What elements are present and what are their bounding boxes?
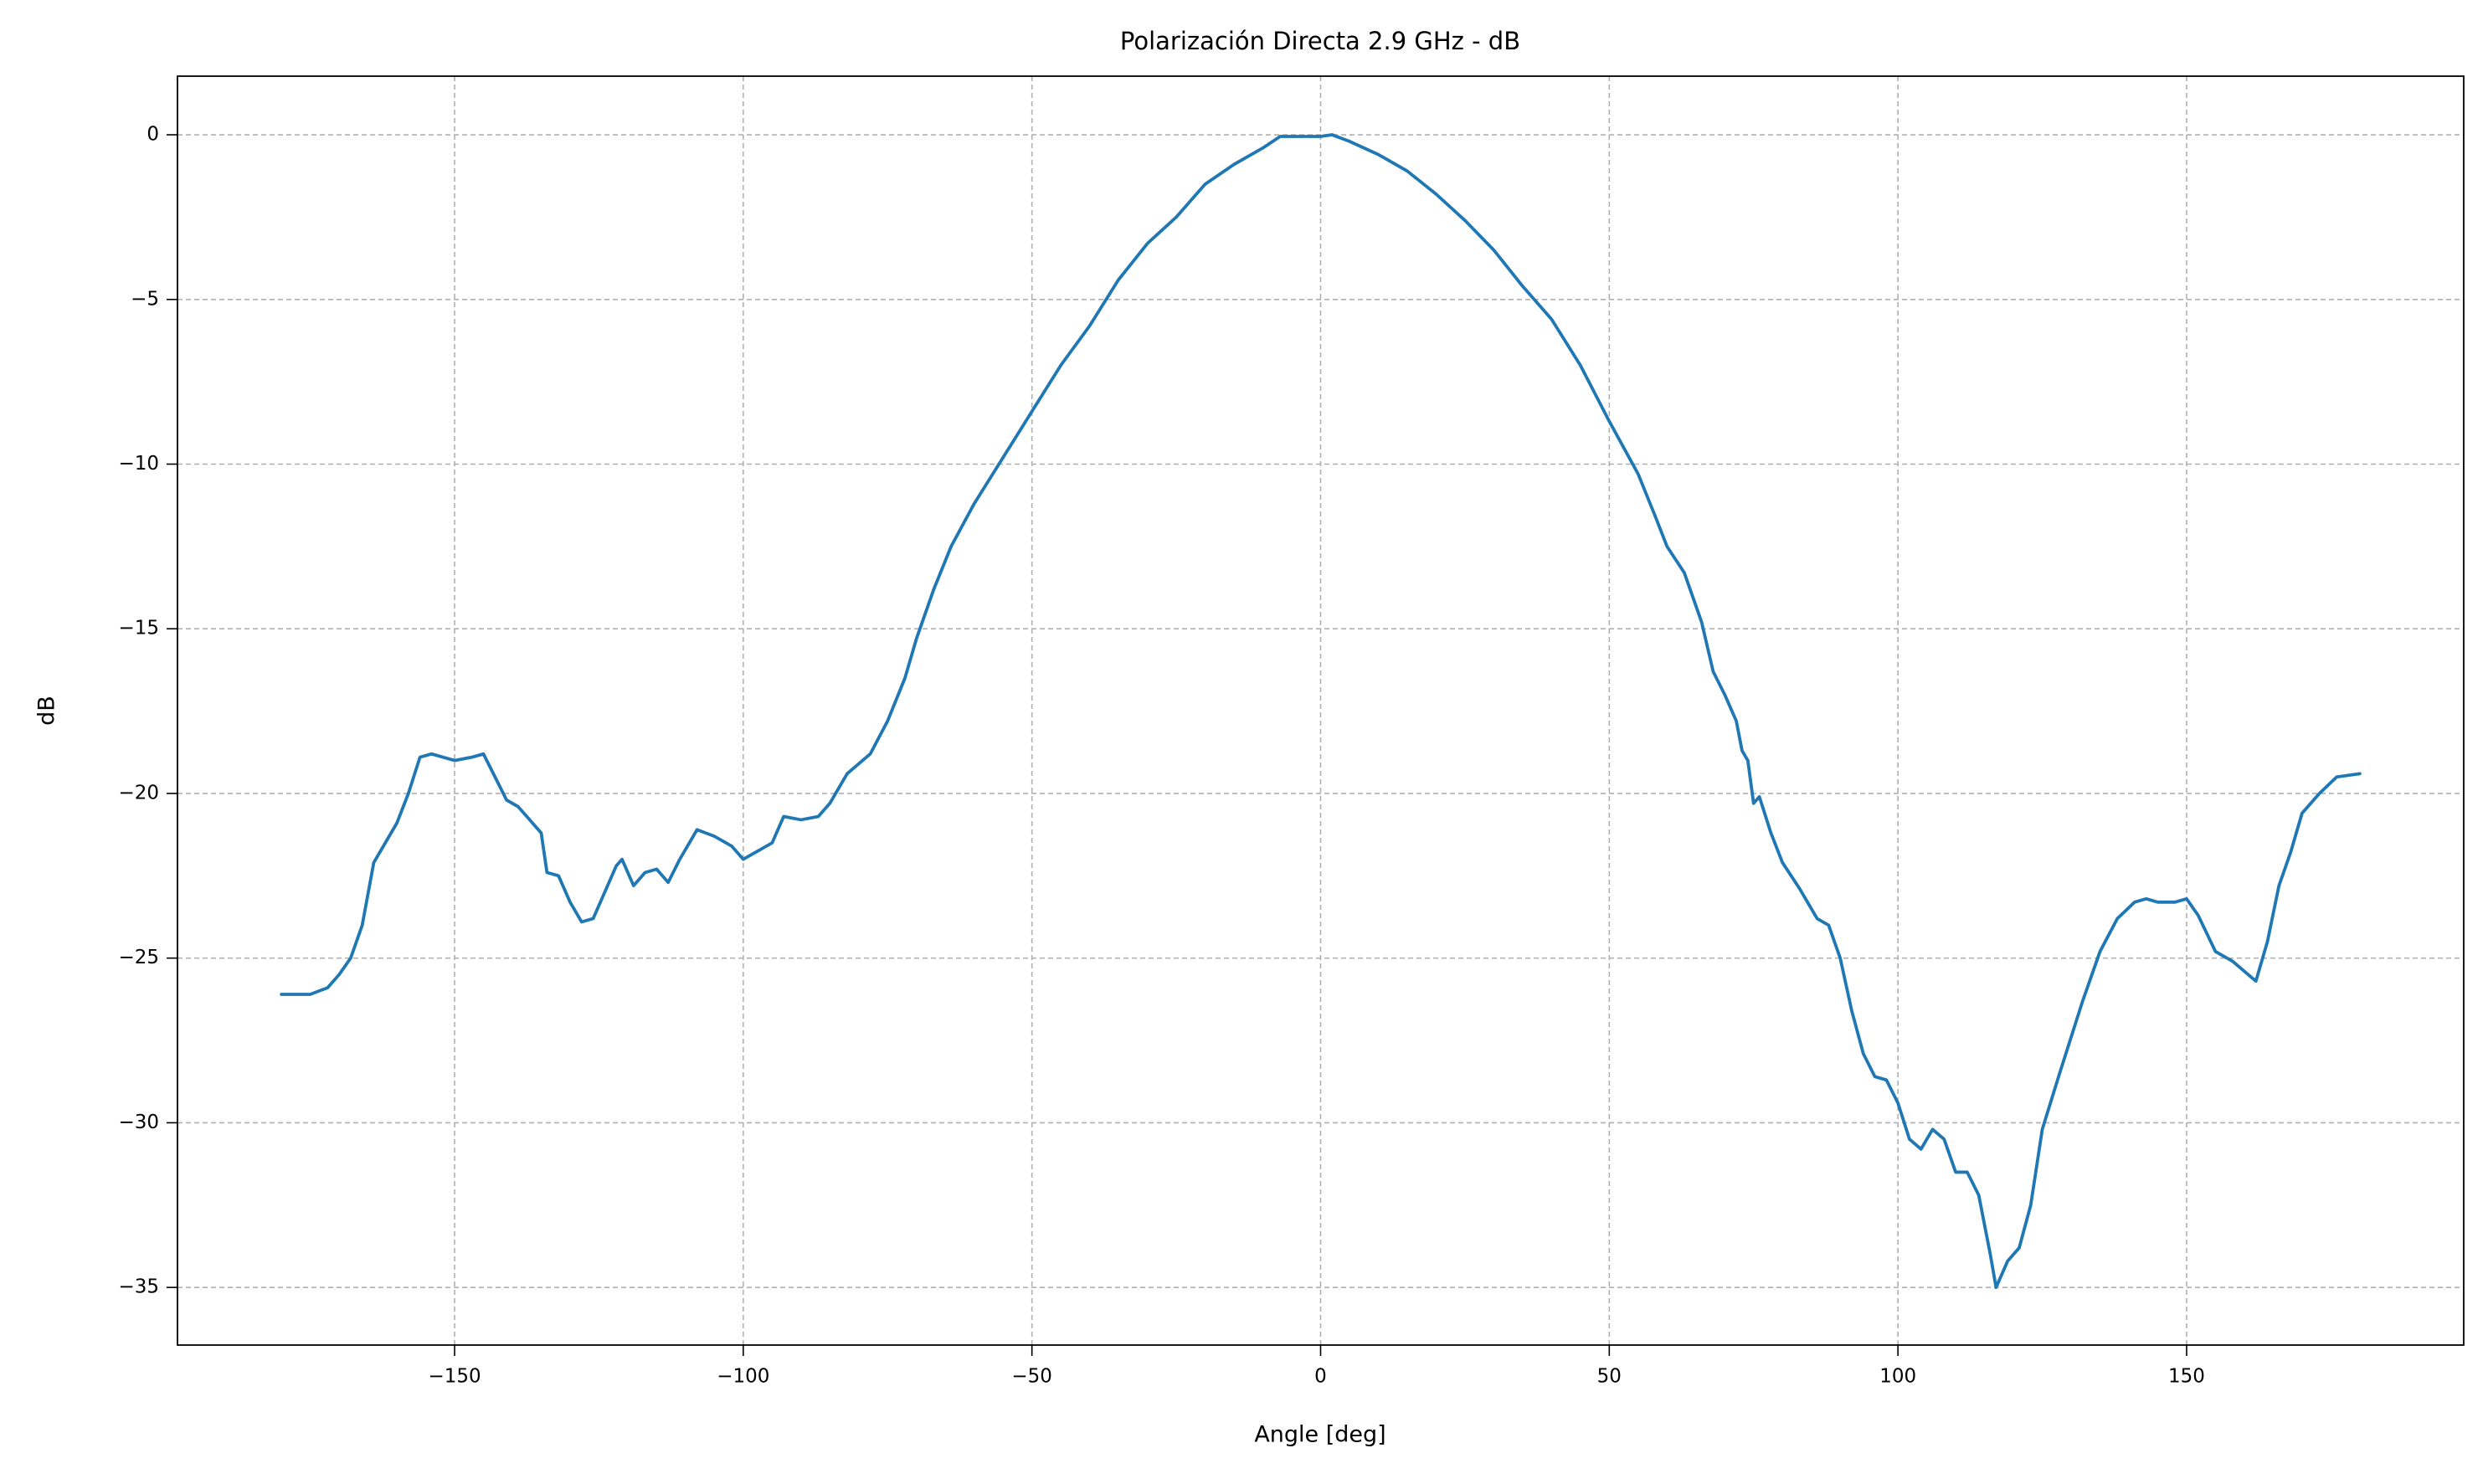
y-tick-label: −5 — [131, 288, 159, 310]
y-axis-label: dB — [34, 696, 60, 726]
y-tick-label: −25 — [118, 947, 159, 968]
y-tick-label: −30 — [118, 1112, 159, 1133]
plot-frame — [177, 75, 2465, 1346]
chart-title: Polarización Directa 2.9 GHz - dB — [1120, 27, 1520, 55]
x-tick-label: 50 — [1597, 1366, 1622, 1388]
x-tick-label: −150 — [428, 1366, 481, 1388]
data-line — [280, 133, 2362, 1290]
x-tick-label: 100 — [1879, 1366, 1916, 1388]
y-tick-label: −15 — [118, 618, 159, 639]
y-tick-label: −20 — [118, 782, 159, 804]
x-tick-label: 150 — [2168, 1366, 2205, 1388]
x-tick-label: −100 — [717, 1366, 769, 1388]
y-tick-label: −35 — [118, 1276, 159, 1298]
y-tick-label: −10 — [118, 453, 159, 475]
x-tick-label: 0 — [1314, 1366, 1327, 1388]
x-axis-label: Angle [deg] — [1254, 1422, 1385, 1448]
y-tick-label: 0 — [147, 124, 159, 146]
x-tick-label: −50 — [1011, 1366, 1052, 1388]
